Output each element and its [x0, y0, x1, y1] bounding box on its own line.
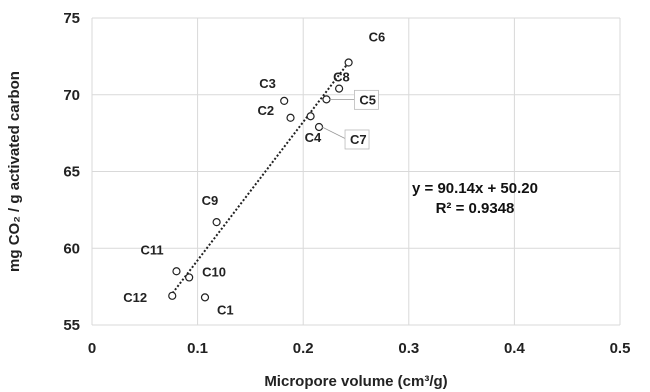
data-point-c12: [168, 291, 177, 300]
y-tick-label: 70: [63, 87, 80, 104]
point-label-c7: C7: [350, 132, 367, 147]
data-point-c10: [185, 273, 194, 282]
point-label-c1: C1: [217, 302, 234, 317]
point-label-c3: C3: [259, 76, 276, 91]
data-point-c1: [200, 293, 210, 302]
x-tick-label: 0.4: [504, 340, 526, 357]
trendline: [169, 59, 352, 297]
x-tick-label: 0.5: [610, 340, 631, 357]
x-tick-label: 0.3: [398, 340, 419, 357]
axes: [91, 18, 620, 326]
data-point-c5: [322, 95, 331, 104]
data-point-c6: [344, 58, 353, 67]
point-label-c5: C5: [359, 92, 376, 107]
point-label-c4: C4: [305, 130, 322, 145]
point-label-c9: C9: [202, 193, 219, 208]
data-point-c4: [306, 112, 315, 121]
point-label-c6: C6: [369, 30, 386, 45]
data-point-c2: [286, 113, 295, 122]
x-tick-label: 0.2: [293, 340, 314, 357]
data-points: [168, 58, 353, 302]
x-axis-title: Micropore volume (cm³/g): [264, 373, 447, 390]
data-point-c11: [172, 267, 181, 276]
y-tick-label: 55: [63, 317, 80, 334]
y-tick-labels: 55 60 65 70 75: [63, 10, 80, 334]
point-label-c11: C11: [140, 242, 163, 257]
point-labels: C1 C2 C3 C4 C5 C6 C7 C8 C9 C10 C11 C12: [123, 30, 385, 318]
point-label-c2: C2: [258, 103, 275, 118]
x-tick-label: 0.1: [187, 340, 208, 357]
point-label-c12: C12: [123, 290, 147, 305]
x-tick-label: 0: [88, 340, 96, 357]
label-leader-line: [321, 126, 347, 140]
label-box: [354, 89, 379, 110]
point-label-c10: C10: [202, 264, 226, 279]
r-squared-label: R² = 0.9348: [436, 200, 515, 217]
data-point-c3: [280, 96, 289, 105]
y-tick-label: 75: [63, 10, 80, 27]
grid: [91, 17, 621, 326]
data-point-c9: [212, 218, 221, 227]
trendline-equation: y = 90.14x + 50.20: [412, 180, 538, 197]
data-point-c8: [335, 84, 344, 93]
point-label-c8: C8: [333, 70, 350, 85]
y-tick-label: 65: [63, 164, 80, 181]
y-axis-title: mg CO₂ / g activated carbon: [6, 71, 23, 272]
x-tick-labels: 0 0.1 0.2 0.3 0.4 0.5: [88, 340, 631, 357]
y-tick-label: 60: [63, 240, 80, 257]
label-box: [344, 129, 370, 150]
